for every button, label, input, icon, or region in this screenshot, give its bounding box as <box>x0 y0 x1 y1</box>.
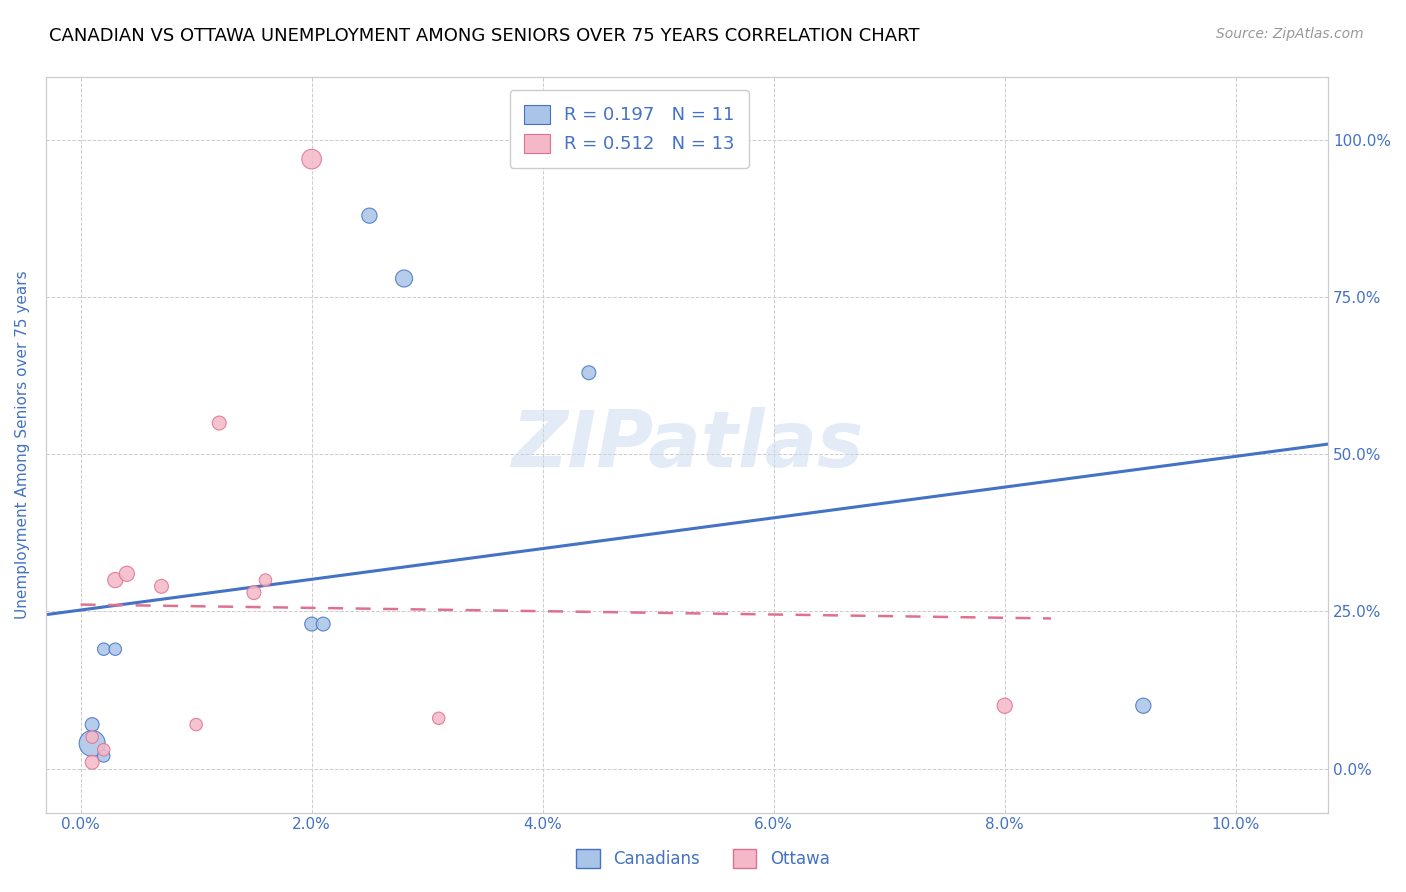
Point <box>254 573 277 587</box>
Point <box>82 717 104 731</box>
Point <box>301 152 323 166</box>
Point <box>312 617 335 632</box>
Point <box>243 585 266 599</box>
Point <box>994 698 1017 713</box>
Point <box>82 736 104 750</box>
Text: ZIPatlas: ZIPatlas <box>510 407 863 483</box>
Point <box>427 711 450 725</box>
Point <box>104 642 127 657</box>
Point <box>82 756 104 770</box>
Point <box>93 642 115 657</box>
Point <box>93 749 115 764</box>
Text: Source: ZipAtlas.com: Source: ZipAtlas.com <box>1216 27 1364 41</box>
Point <box>82 730 104 744</box>
Point <box>392 271 415 285</box>
Point <box>359 209 381 223</box>
Y-axis label: Unemployment Among Seniors over 75 years: Unemployment Among Seniors over 75 years <box>15 270 30 619</box>
Point <box>301 617 323 632</box>
Legend: Canadians, Ottawa: Canadians, Ottawa <box>569 843 837 875</box>
Point <box>208 416 231 430</box>
Point <box>93 742 115 756</box>
Point <box>115 566 138 581</box>
Point <box>1132 698 1154 713</box>
Point <box>578 366 600 380</box>
Legend: R = 0.197   N = 11, R = 0.512   N = 13: R = 0.197 N = 11, R = 0.512 N = 13 <box>510 90 749 168</box>
Text: CANADIAN VS OTTAWA UNEMPLOYMENT AMONG SENIORS OVER 75 YEARS CORRELATION CHART: CANADIAN VS OTTAWA UNEMPLOYMENT AMONG SE… <box>49 27 920 45</box>
Point <box>104 573 127 587</box>
Point <box>150 579 173 593</box>
Point <box>184 717 207 731</box>
